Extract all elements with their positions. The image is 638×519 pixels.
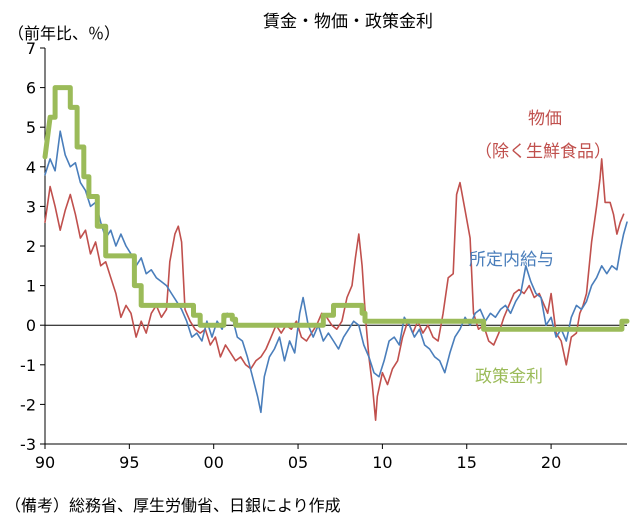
series-line-policy-rate [42, 85, 630, 332]
x-tick-label: 95 [119, 453, 139, 472]
series-label-cpi-line2: （除く生鮮食品） [475, 142, 611, 162]
y-axis-ticks: -3 -2 -1 0 1 2 3 4 5 6 7 [20, 39, 45, 454]
x-tick-label: 05 [288, 453, 308, 472]
x-tick-label: 00 [204, 453, 224, 472]
y-tick-label: 1 [26, 277, 36, 296]
y-tick-label: 3 [26, 197, 36, 216]
y-tick-label: -3 [20, 435, 36, 454]
y-unit-label: （前年比、％） [8, 24, 120, 43]
series-label-wages: 所定内給与 [469, 250, 554, 270]
series-line-wages [44, 130, 628, 414]
series-label-cpi-line1: 物価 [528, 109, 562, 129]
y-tick-label: -2 [20, 395, 36, 414]
x-axis-ticks: 90 95 00 05 10 15 20 [35, 444, 561, 472]
chart-title: 賃金・物価・政策金利 [263, 12, 433, 32]
series-layer [42, 85, 630, 422]
x-tick-label: 15 [457, 453, 477, 472]
y-tick-label: 5 [26, 118, 36, 137]
y-tick-label: -1 [20, 356, 36, 375]
x-tick-label: 10 [372, 453, 392, 472]
y-tick-label: 4 [26, 158, 36, 177]
y-tick-label: 2 [26, 237, 36, 256]
source-note: （備考）総務省、厚生労働省、日銀により作成 [5, 496, 341, 515]
y-tick-label: 6 [26, 79, 36, 98]
x-tick-label: 90 [35, 453, 55, 472]
x-tick-label: 20 [541, 453, 561, 472]
y-tick-label: 7 [26, 39, 36, 58]
y-tick-label: 0 [26, 316, 36, 335]
series-label-policy-rate: 政策金利 [475, 367, 543, 387]
